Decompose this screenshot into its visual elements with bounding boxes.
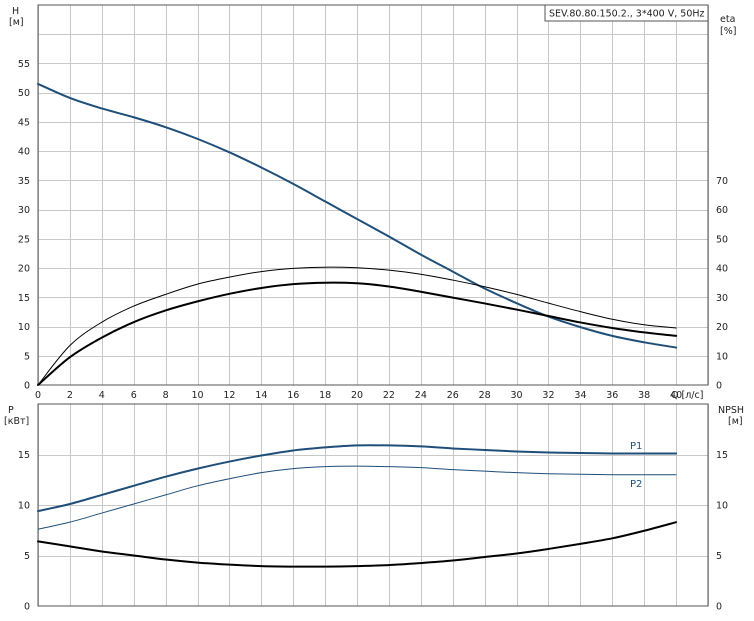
curve-1-0 (37, 444, 678, 513)
left-tick-label: 40 (18, 147, 30, 158)
right-tick-label: 15 (716, 450, 728, 461)
curve-0-2 (37, 281, 678, 386)
p1-label: P1 (630, 441, 642, 452)
x-tick-label: 6 (131, 390, 137, 401)
x-tick-label: 40 (670, 390, 682, 401)
p-axis-label: P (8, 405, 14, 416)
eta-axis-unit: [%] (720, 26, 736, 37)
curve-0-0 (37, 82, 678, 349)
x-tick-label: 10 (191, 390, 203, 401)
curve-0-1 (37, 266, 677, 386)
x-tick-label: 14 (255, 390, 267, 401)
power-panel-frame (37, 403, 709, 607)
right-tick-label: 50 (716, 234, 728, 245)
h-axis-unit: [м] (9, 17, 24, 28)
left-tick-label: 50 (18, 88, 30, 99)
right-tick-label: 70 (716, 176, 728, 187)
left-tick-label: 0 (24, 602, 30, 613)
left-tick-label: 5 (24, 551, 30, 562)
right-tick-label: 5 (716, 551, 722, 562)
x-tick-label: 18 (319, 390, 331, 401)
npsh-axis-unit: [м] (728, 416, 743, 427)
h-axis-ticks: 0 5 10 15 20 25 30 35 40 45 50 55 (18, 59, 30, 392)
x-tick-label: 16 (287, 390, 299, 401)
x-tick-label: 32 (542, 390, 554, 401)
left-tick-label: 35 (18, 176, 30, 187)
eta-axis-ticks: 0 10 20 30 40 50 60 70 (716, 176, 728, 392)
power-grid (38, 404, 709, 606)
right-tick-label: 0 (716, 602, 722, 613)
curve-1-1 (37, 465, 677, 530)
power-curves (37, 444, 678, 568)
left-tick-label: 10 (18, 501, 30, 512)
x-tick-label: 38 (638, 390, 650, 401)
left-tick-label: 15 (18, 293, 30, 304)
chart-title: SEV.80.80.150.2., 3*400 V, 50Hz (549, 9, 705, 20)
left-tick-label: 30 (18, 205, 30, 216)
x-tick-label: 22 (383, 390, 395, 401)
x-tick-label: 34 (574, 390, 586, 401)
npsh-axis-label: NPSH (718, 405, 744, 416)
left-tick-label: 55 (18, 59, 30, 70)
x-tick-label: 24 (415, 390, 427, 401)
right-tick-label: 40 (716, 264, 728, 275)
eta-axis-label: eta (720, 14, 735, 25)
p2-label: P2 (630, 479, 642, 490)
right-tick-label: 0 (716, 381, 722, 392)
hq-panel-frame (37, 4, 709, 386)
right-tick-label: 30 (716, 293, 728, 304)
left-tick-label: 15 (18, 450, 30, 461)
left-tick-label: 45 (18, 117, 30, 128)
x-tick-label: 12 (223, 390, 235, 401)
x-tick-label: 26 (447, 390, 459, 401)
curve-1-2 (37, 521, 678, 568)
x-tick-label: 2 (67, 390, 73, 401)
left-tick-label: 25 (18, 234, 30, 245)
x-tick-label: 36 (606, 390, 618, 401)
x-axis-ticks: 0 2 4 6 8 10 12 14 16 18 20 22 24 26 28 30 32 34 36 38 40 (35, 390, 682, 401)
left-tick-label: 20 (18, 264, 30, 275)
left-tick-label: 5 (24, 351, 30, 362)
p-axis-ticks: 0 5 10 15 (18, 450, 30, 613)
x-tick-label: 20 (351, 390, 363, 401)
right-tick-label: 10 (716, 501, 728, 512)
x-tick-label: 30 (511, 390, 523, 401)
npsh-axis-ticks: 0 5 10 15 (716, 450, 728, 613)
x-axis-label: Q [л/с] (671, 390, 703, 401)
x-tick-label: 28 (479, 390, 491, 401)
power-panel: 0 5 10 15 0 5 10 15 P [кВт] NPSH [м] P1 P2 (4, 403, 744, 613)
x-tick-label: 0 (35, 390, 41, 401)
h-axis-label: H (12, 6, 19, 17)
right-tick-label: 60 (716, 205, 728, 216)
left-tick-label: 10 (18, 322, 30, 333)
p-axis-unit: [кВт] (4, 416, 29, 427)
x-tick-label: 4 (99, 390, 105, 401)
title-box (544, 4, 709, 22)
right-tick-label: 10 (716, 351, 728, 362)
hq-curves (37, 82, 678, 386)
x-tick-label: 8 (163, 390, 169, 401)
left-tick-label: 0 (24, 381, 30, 392)
hq-panel: 0 2 4 6 8 10 12 14 16 18 20 22 24 26 28 30 32 34 36 38 40 05… (9, 4, 736, 401)
right-tick-label: 20 (716, 322, 728, 333)
